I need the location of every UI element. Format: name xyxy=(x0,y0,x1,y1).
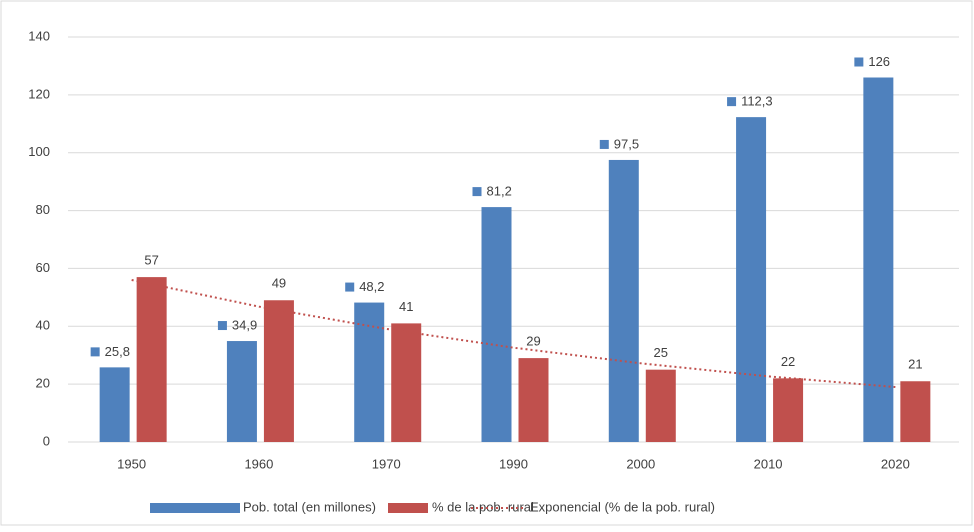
label-marker xyxy=(90,347,100,357)
label-marker xyxy=(217,321,227,331)
x-tick-label: 1970 xyxy=(372,456,401,471)
label-marker xyxy=(472,187,482,197)
value-label: 25 xyxy=(654,345,668,360)
bar xyxy=(136,277,167,442)
bar xyxy=(900,381,931,442)
label-marker xyxy=(599,139,609,149)
value-label: 48,2 xyxy=(359,279,384,294)
legend-swatch xyxy=(388,503,428,513)
x-tick-label: 2010 xyxy=(754,456,783,471)
x-tick-label: 1950 xyxy=(117,456,146,471)
value-label: 41 xyxy=(399,299,413,314)
value-label: 97,5 xyxy=(614,136,639,151)
value-label: 112,3 xyxy=(741,94,773,109)
bar xyxy=(99,367,130,442)
legend-label: Exponencial (% de la pob. rural) xyxy=(530,499,715,514)
value-label: 57 xyxy=(144,253,158,268)
value-label: 126 xyxy=(868,54,890,69)
y-tick-label: 60 xyxy=(36,260,50,275)
trend-line xyxy=(131,279,896,389)
value-label: 22 xyxy=(781,354,795,369)
bar xyxy=(481,207,512,442)
value-label: 81,2 xyxy=(487,184,512,199)
bar xyxy=(518,358,549,442)
value-label: 21 xyxy=(908,357,922,372)
y-tick-label: 120 xyxy=(28,86,50,101)
y-tick-label: 100 xyxy=(28,144,50,159)
value-label: 34,9 xyxy=(232,317,257,332)
y-tick-label: 80 xyxy=(36,202,50,217)
bar xyxy=(391,323,422,442)
y-tick-label: 0 xyxy=(43,433,50,448)
bar xyxy=(773,378,804,442)
x-tick-label: 1990 xyxy=(499,456,528,471)
value-label: 25,8 xyxy=(105,344,130,359)
y-tick-label: 20 xyxy=(36,376,50,391)
x-tick-label: 2000 xyxy=(626,456,655,471)
bar xyxy=(736,117,767,442)
bar xyxy=(263,300,294,442)
value-label: 49 xyxy=(272,276,286,291)
label-marker xyxy=(854,57,864,67)
label-marker xyxy=(345,282,355,292)
bar xyxy=(226,341,257,442)
legend-label: Pob. total (en millones) xyxy=(243,499,376,514)
bar xyxy=(608,159,639,443)
value-label: 29 xyxy=(526,334,540,349)
bar xyxy=(645,369,676,442)
legend-swatch xyxy=(150,503,240,513)
y-tick-label: 140 xyxy=(28,28,50,43)
x-tick-label: 2020 xyxy=(881,456,910,471)
x-tick-label: 1960 xyxy=(244,456,273,471)
legend-label: % de la pob. rural xyxy=(432,499,534,514)
label-marker xyxy=(727,97,737,107)
y-tick-label: 40 xyxy=(36,318,50,333)
bar xyxy=(863,77,894,442)
